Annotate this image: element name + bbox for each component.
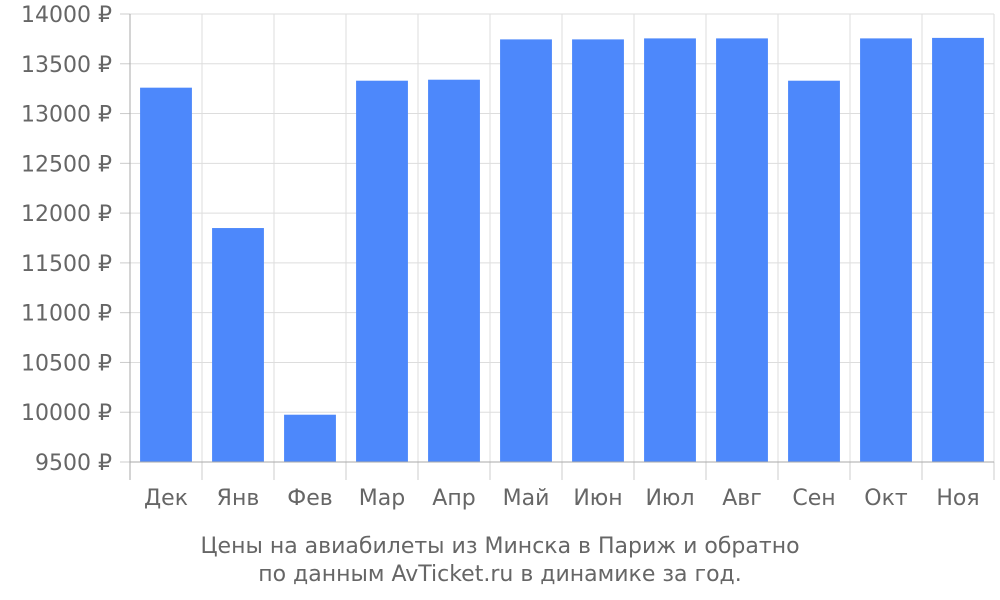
x-tick-label: Авг [722, 486, 762, 511]
bar-Фев [284, 414, 336, 462]
chart-caption-line-1: Цены на авиабилеты из Минска в Париж и о… [200, 534, 800, 559]
x-tick-label: Дек [144, 486, 188, 511]
y-tick-labels: 9500 ₽ 10000 ₽ 10500 ₽ 11000 ₽ 11500 ₽ 12000 … [21, 3, 112, 476]
y-tick-label: 12500 ₽ [21, 152, 112, 177]
y-tick-label: 10500 ₽ [21, 351, 112, 376]
y-tick-label: 11000 ₽ [21, 302, 112, 327]
x-tick-label: Июн [573, 486, 622, 511]
bar-Июл [644, 38, 696, 462]
bars [140, 37, 984, 463]
bar-Дек [140, 87, 192, 462]
x-tick-label: Окт [864, 486, 908, 511]
axes [120, 13, 995, 480]
bar-Окт [860, 38, 912, 462]
bar-Май [500, 39, 552, 463]
bar-Авг [716, 38, 768, 462]
bar-Янв [212, 228, 264, 462]
x-tick-label: Май [503, 486, 550, 511]
chart-caption-line-2: по данным AvTicket.ru в динамике за год. [258, 562, 742, 587]
x-tick-label: Янв [217, 486, 260, 511]
y-tick-label: 12000 ₽ [21, 202, 112, 227]
bar-chart: 9500 ₽ 10000 ₽ 10500 ₽ 11000 ₽ 11500 ₽ 12000 … [21, 3, 995, 511]
x-tick-label: Сен [792, 486, 835, 511]
y-tick-label: 9500 ₽ [35, 451, 112, 476]
y-tick-label: 14000 ₽ [21, 3, 112, 28]
x-tick-labels: Дек Янв Фев Мар Апр Май Июн Июл Авг Сен Окт Ноя [144, 486, 980, 511]
bar-Июн [572, 39, 624, 463]
y-tick-label: 13000 ₽ [21, 103, 112, 128]
x-tick-label: Мар [359, 486, 405, 511]
x-tick-label: Фев [287, 486, 332, 511]
x-tick-label: Ноя [936, 486, 979, 511]
y-tick-label: 13500 ₽ [21, 53, 112, 78]
bar-Апр [428, 79, 480, 462]
bar-Мар [356, 80, 408, 463]
x-tick-label: Апр [432, 486, 475, 511]
y-tick-label: 11500 ₽ [21, 252, 112, 277]
y-tick-label: 10000 ₽ [21, 401, 112, 426]
x-tick-label: Июл [645, 486, 694, 511]
bar-Сен [788, 80, 840, 463]
bar-Ноя [932, 37, 984, 462]
